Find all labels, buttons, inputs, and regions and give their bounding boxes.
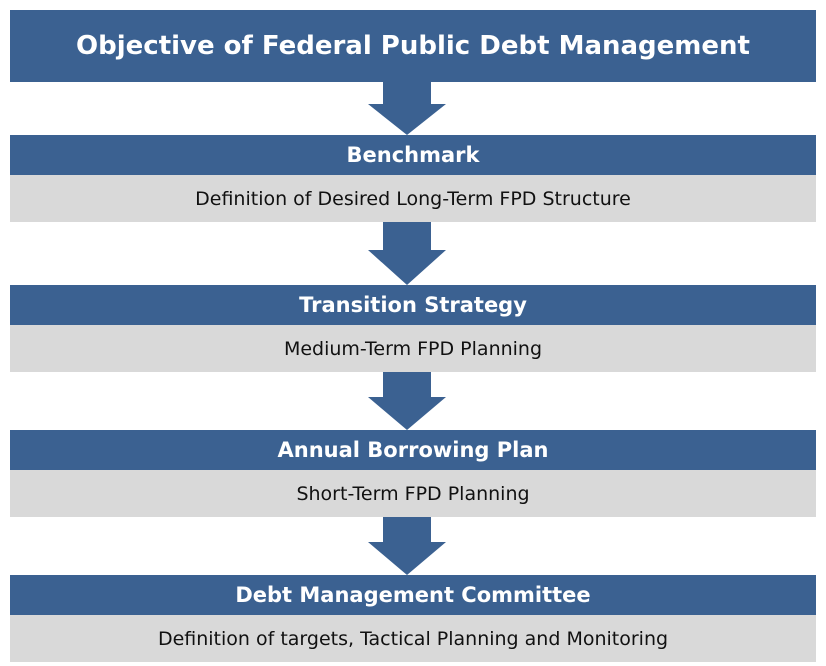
step-title: Annual Borrowing Plan [10, 430, 816, 470]
objective-box: Objective of Federal Public Debt Managem… [10, 10, 816, 82]
arrow [368, 517, 446, 575]
arrow [368, 82, 446, 135]
arrow [368, 222, 446, 285]
step-description: Definition of Desired Long-Term FPD Stru… [10, 175, 816, 222]
step-title: Benchmark [10, 135, 816, 175]
step-description: Definition of targets, Tactical Planning… [10, 615, 816, 662]
step-title: Debt Management Committee [10, 575, 816, 615]
arrow [368, 372, 446, 430]
step-description: Medium-Term FPD Planning [10, 325, 816, 372]
step-description: Short-Term FPD Planning [10, 470, 816, 517]
step-title: Transition Strategy [10, 285, 816, 325]
